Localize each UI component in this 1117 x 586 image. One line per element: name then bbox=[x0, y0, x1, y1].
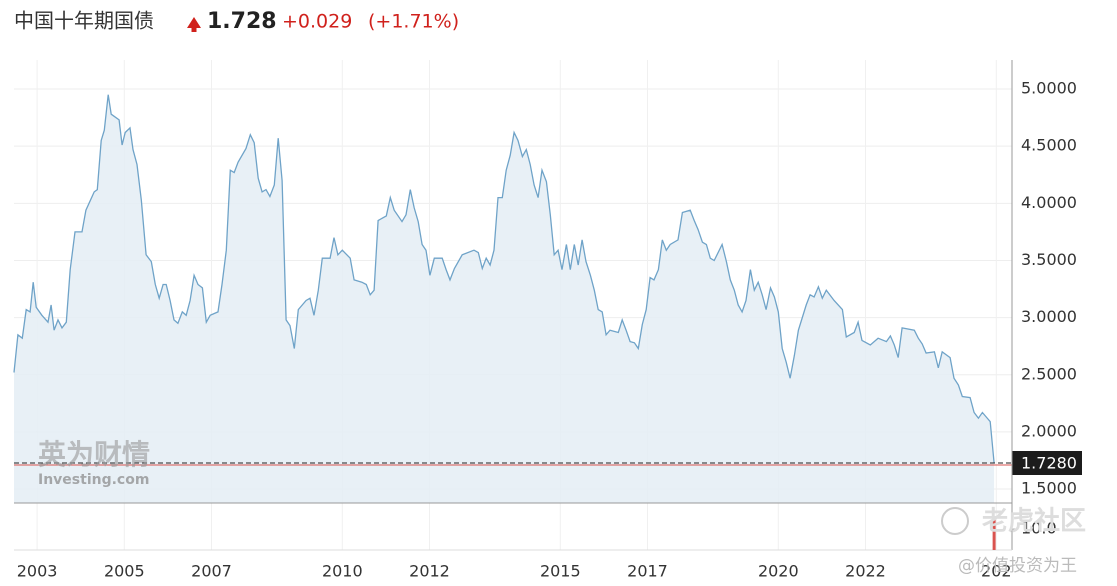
x-tick-label: 2022 bbox=[845, 562, 886, 581]
plot: 1.5000 2.0000 2.5000 3.0000 3.5000 4.0000 4.50… bbox=[13, 60, 1082, 581]
x-tick-label: 2015 bbox=[540, 562, 581, 581]
watermark: 英为财情 bbox=[38, 438, 150, 471]
y-tick-label: 3.5000 bbox=[1021, 250, 1077, 269]
watermark-icon bbox=[941, 507, 969, 535]
x-tick-label: 2003 bbox=[17, 562, 58, 581]
watermark: Investing.com bbox=[38, 472, 149, 488]
y-tick-label: 3.0000 bbox=[1021, 307, 1077, 326]
y-tick-label: 1.5000 bbox=[1021, 479, 1077, 498]
y-tick-label: 2.5000 bbox=[1021, 364, 1077, 383]
last-value-label: 1.7280 bbox=[1021, 453, 1077, 472]
x-tick-label: 2012 bbox=[409, 562, 450, 581]
x-tick-label: 2020 bbox=[758, 562, 799, 581]
title: 中国十年期国债 bbox=[14, 9, 154, 33]
y-tick-label: 10.0 bbox=[1021, 519, 1057, 538]
y-tick-label: 5.0000 bbox=[1021, 79, 1077, 98]
y-tick-label: 4.5000 bbox=[1021, 136, 1077, 155]
line bbox=[13, 94, 995, 464]
x-tick-label: 2007 bbox=[191, 562, 232, 581]
x-tick-label: 2017 bbox=[627, 562, 668, 581]
change: +0.029 bbox=[282, 11, 352, 33]
y-tick-label: 2.0000 bbox=[1021, 421, 1077, 440]
change-pct: (+1.71%) bbox=[368, 11, 459, 33]
watermark: @价值投资为王 bbox=[958, 556, 1077, 576]
price: 1.728 bbox=[207, 9, 277, 34]
x-tick-label: 2005 bbox=[104, 562, 145, 581]
watermark: 老虎社区 bbox=[982, 506, 1086, 537]
x-tick-label: 202 bbox=[981, 562, 1012, 581]
volume-bar bbox=[992, 518, 996, 550]
area bbox=[14, 94, 995, 503]
x-tick-label: 2010 bbox=[322, 562, 363, 581]
up-arrow bbox=[187, 17, 201, 32]
y-tick-label: 4.0000 bbox=[1021, 193, 1077, 212]
last-value-box bbox=[1012, 450, 1082, 475]
